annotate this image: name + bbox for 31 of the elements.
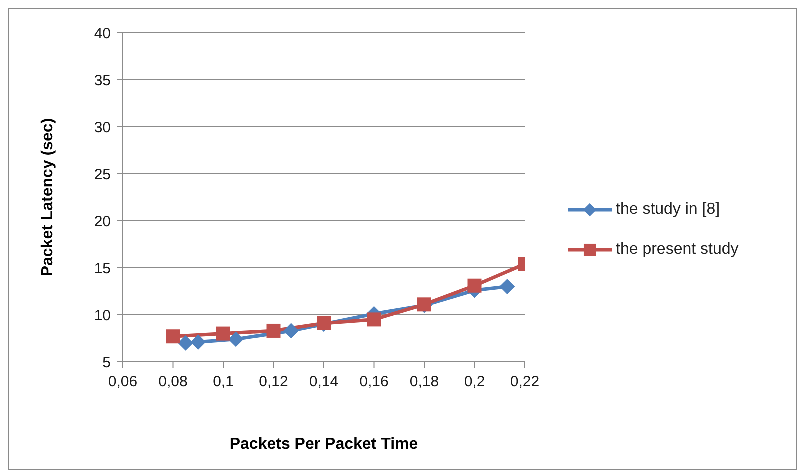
- y-tick-label: 10: [94, 307, 111, 324]
- y-axis-title: Packet Latency (sec): [40, 118, 57, 277]
- point: [500, 279, 515, 294]
- point: [367, 312, 382, 327]
- y-tick-label: 35: [94, 72, 111, 90]
- x-tick-label: 0,2: [464, 374, 486, 391]
- x-tick-label: 0,18: [410, 374, 440, 391]
- legend-label: the present study: [616, 241, 739, 259]
- legend-label: the study in [8]: [616, 201, 720, 219]
- x-tick-label: 0,12: [259, 374, 288, 391]
- y-tick-label: 20: [94, 213, 111, 230]
- x-tick-label: 0,06: [108, 374, 138, 391]
- y-tick-label: 30: [94, 119, 111, 136]
- x-axis-title: Packets Per Packet Time: [230, 436, 418, 453]
- point: [284, 323, 299, 338]
- point: [190, 334, 206, 350]
- x-tick-label: 0,16: [360, 374, 389, 391]
- point: [166, 330, 180, 344]
- x-tick-label: 0,1: [213, 374, 234, 391]
- y-tick-label: 5: [102, 354, 111, 372]
- x-tick-label: 0,14: [309, 374, 339, 391]
- y-tick-label: 40: [94, 25, 111, 42]
- point: [228, 332, 244, 347]
- y-tick-label: 25: [94, 166, 111, 184]
- point: [216, 326, 230, 341]
- x-tick-label: 0,22: [510, 374, 540, 391]
- point: [266, 324, 281, 338]
- point: [178, 336, 194, 351]
- y-tick-label: 15: [94, 260, 111, 278]
- x-tick-label: 0,08: [158, 374, 188, 391]
- point: [468, 278, 482, 293]
